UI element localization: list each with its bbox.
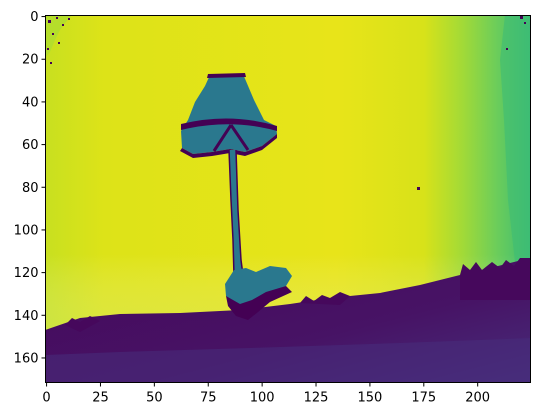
lamp-shade-rim — [181, 118, 277, 131]
floor-lower-band — [45, 338, 531, 383]
x-tick-label: 0 — [42, 391, 50, 406]
y-tick-label: 0 — [30, 10, 38, 25]
lamp-shade-top-edge — [207, 73, 246, 78]
noise-patch-top-left — [45, 15, 72, 58]
x-tick-label: 125 — [304, 391, 329, 406]
lamp-shade-bottom-edge — [180, 134, 277, 158]
x-tick-label: 50 — [146, 391, 163, 406]
y-tick-label: 140 — [14, 309, 39, 324]
x-axis: 0 25 50 75 100 125 150 175 200 — [42, 382, 490, 406]
y-tick-label: 120 — [14, 266, 39, 281]
x-tick-label: 25 — [92, 391, 109, 406]
x-tick-label: 75 — [200, 391, 217, 406]
x-tick-label: 150 — [357, 391, 382, 406]
plot-frame — [45, 15, 531, 383]
x-tick-label: 100 — [250, 391, 275, 406]
x-tick-label: 200 — [465, 391, 490, 406]
right-green-band — [500, 15, 531, 262]
y-tick-label: 160 — [14, 351, 39, 366]
lamp-shade — [181, 74, 277, 154]
x-tick-label: 175 — [411, 391, 436, 406]
y-axis: 0 20 40 60 80 100 120 140 160 — [14, 10, 46, 366]
y-tick-label: 60 — [22, 138, 39, 153]
y-tick-label: 100 — [14, 223, 39, 238]
lamp-pole-outline — [228, 149, 244, 277]
y-tick-label: 20 — [22, 53, 39, 68]
y-tick-label: 80 — [22, 181, 39, 196]
lamp-base-shadow — [226, 286, 292, 320]
lamp-inner-ribs — [212, 124, 250, 152]
y-tick-label: 40 — [22, 95, 39, 110]
depth-image — [45, 15, 531, 383]
